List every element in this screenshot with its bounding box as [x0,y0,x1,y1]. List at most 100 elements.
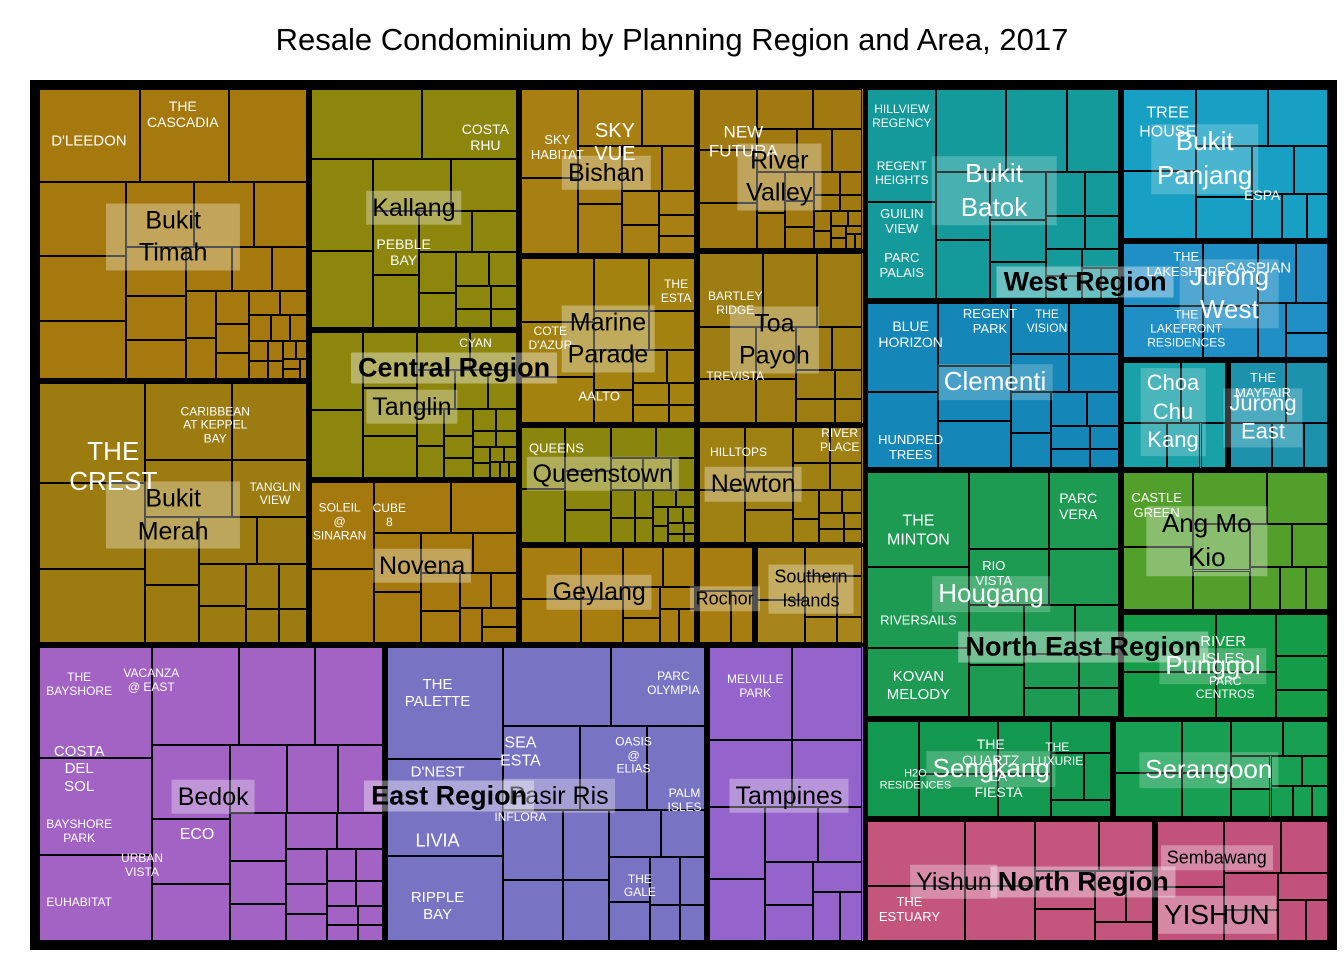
area-geylang: Geylang [518,545,698,646]
treemap-cell [229,813,286,862]
treemap-cell [337,813,383,849]
treemap-cell [39,568,145,644]
treemap-cell [421,572,461,611]
treemap-cell [641,89,696,146]
treemap-cell [500,461,509,478]
treemap-cell [1285,362,1328,424]
treemap-cell [520,376,595,424]
treemap-cell [1099,820,1153,872]
treemap-cell [813,861,863,893]
treemap-cell [1046,171,1085,217]
treemap-cell [611,457,644,490]
treemap-cell [816,252,863,328]
treemap-cell [144,516,200,585]
treemap-cell [1068,354,1119,393]
treemap-cell [229,89,308,183]
treemap-cell [144,382,233,460]
treemap-cell [1193,472,1267,524]
treemap-cell [837,616,863,644]
treemap-cell [216,324,249,354]
treemap-cell [1167,423,1201,469]
treemap-cell [246,563,280,610]
treemap-cell [842,490,863,514]
treemap-cell [699,327,756,380]
treemap-cell [653,526,669,544]
treemap-cell [373,532,422,593]
treemap-cell [756,129,797,173]
treemap-cell [422,89,517,160]
treemap-cell [632,382,670,405]
treemap-cell [623,617,660,644]
treemap-cell [1257,302,1286,359]
treemap-cell [1292,523,1328,568]
treemap-cell [490,461,501,478]
region-north-east-region: THE MINTON PARC VERA RIO VISTA RIVERSAILS KO… [864,470,1330,819]
treemap-cell [1195,89,1269,147]
treemap-cell [470,332,517,370]
treemap-cell [813,892,840,941]
treemap-cell [564,427,612,472]
treemap-cell [830,427,863,464]
treemap-cell [1115,721,1183,773]
treemap-cell [796,327,833,371]
treemap-cell [287,744,338,814]
treemap-cell [1311,786,1328,817]
treemap-cell [417,409,445,447]
treemap-cell [1051,799,1112,817]
treemap-cell [796,370,835,399]
treemap-cell [473,463,491,478]
treemap-cell [968,472,1050,549]
treemap-cell [1049,548,1119,606]
treemap-cell [1035,820,1100,872]
treemap-cell [817,806,863,862]
treemap-cell [473,446,491,464]
treemap-cell [990,171,1046,221]
treemap-cell [186,291,217,338]
treemap-cell [1035,871,1095,910]
treemap-cell [1122,613,1217,672]
treemap-cell [271,246,308,292]
area-queenstown: QUEENS Queenstown [518,425,698,546]
treemap-cell [1011,354,1069,393]
treemap-cell [854,234,863,249]
treemap-cell [610,647,706,726]
treemap-cell [1024,654,1079,689]
treemap-cell [1293,146,1328,194]
area-sembawang: Sembawang YISHUN [1154,818,1330,943]
treemap-cell [144,459,233,517]
treemap-cell [311,410,363,478]
treemap-cell [755,379,797,424]
treemap-cell [126,246,187,297]
treemap-cell [683,533,696,544]
treemap-cell [830,237,847,249]
treemap-cell [502,647,611,726]
treemap-cell [666,349,696,383]
treemap-cell [814,211,831,232]
treemap-cell [279,291,308,315]
treemap-cell [1216,613,1276,672]
treemap-cell [784,172,815,202]
treemap-cell [661,145,696,191]
treemap-cell [679,904,706,941]
area-kallang: COSTA RHU PEBBLE BAY Kallang [309,87,519,331]
treemap-cell [1257,242,1297,303]
treemap-cell [699,427,746,490]
treemap-cell [580,599,624,644]
treemap-cell [621,190,659,225]
treemap-cell [1011,302,1069,355]
treemap-cell [1051,425,1090,449]
treemap-cell [326,924,359,941]
area-bukit-timah: D'LEEDON THE CASCADIA Bukit Timah [37,87,310,381]
treemap-cell [834,370,863,399]
treemap-cell [594,257,649,312]
area-clementi: BLUE HORIZON REGENT PARK THE VISION HUNDRED… [864,300,1121,471]
treemap-cell [866,647,969,718]
treemap-cell [1122,671,1217,718]
treemap-cell [444,458,474,478]
treemap-cell [609,902,651,941]
treemap-cell [246,609,280,644]
treemap-cell [487,369,517,410]
treemap-cell [283,369,301,379]
treemap-cell [919,773,999,817]
treemap-cell [1252,193,1283,239]
